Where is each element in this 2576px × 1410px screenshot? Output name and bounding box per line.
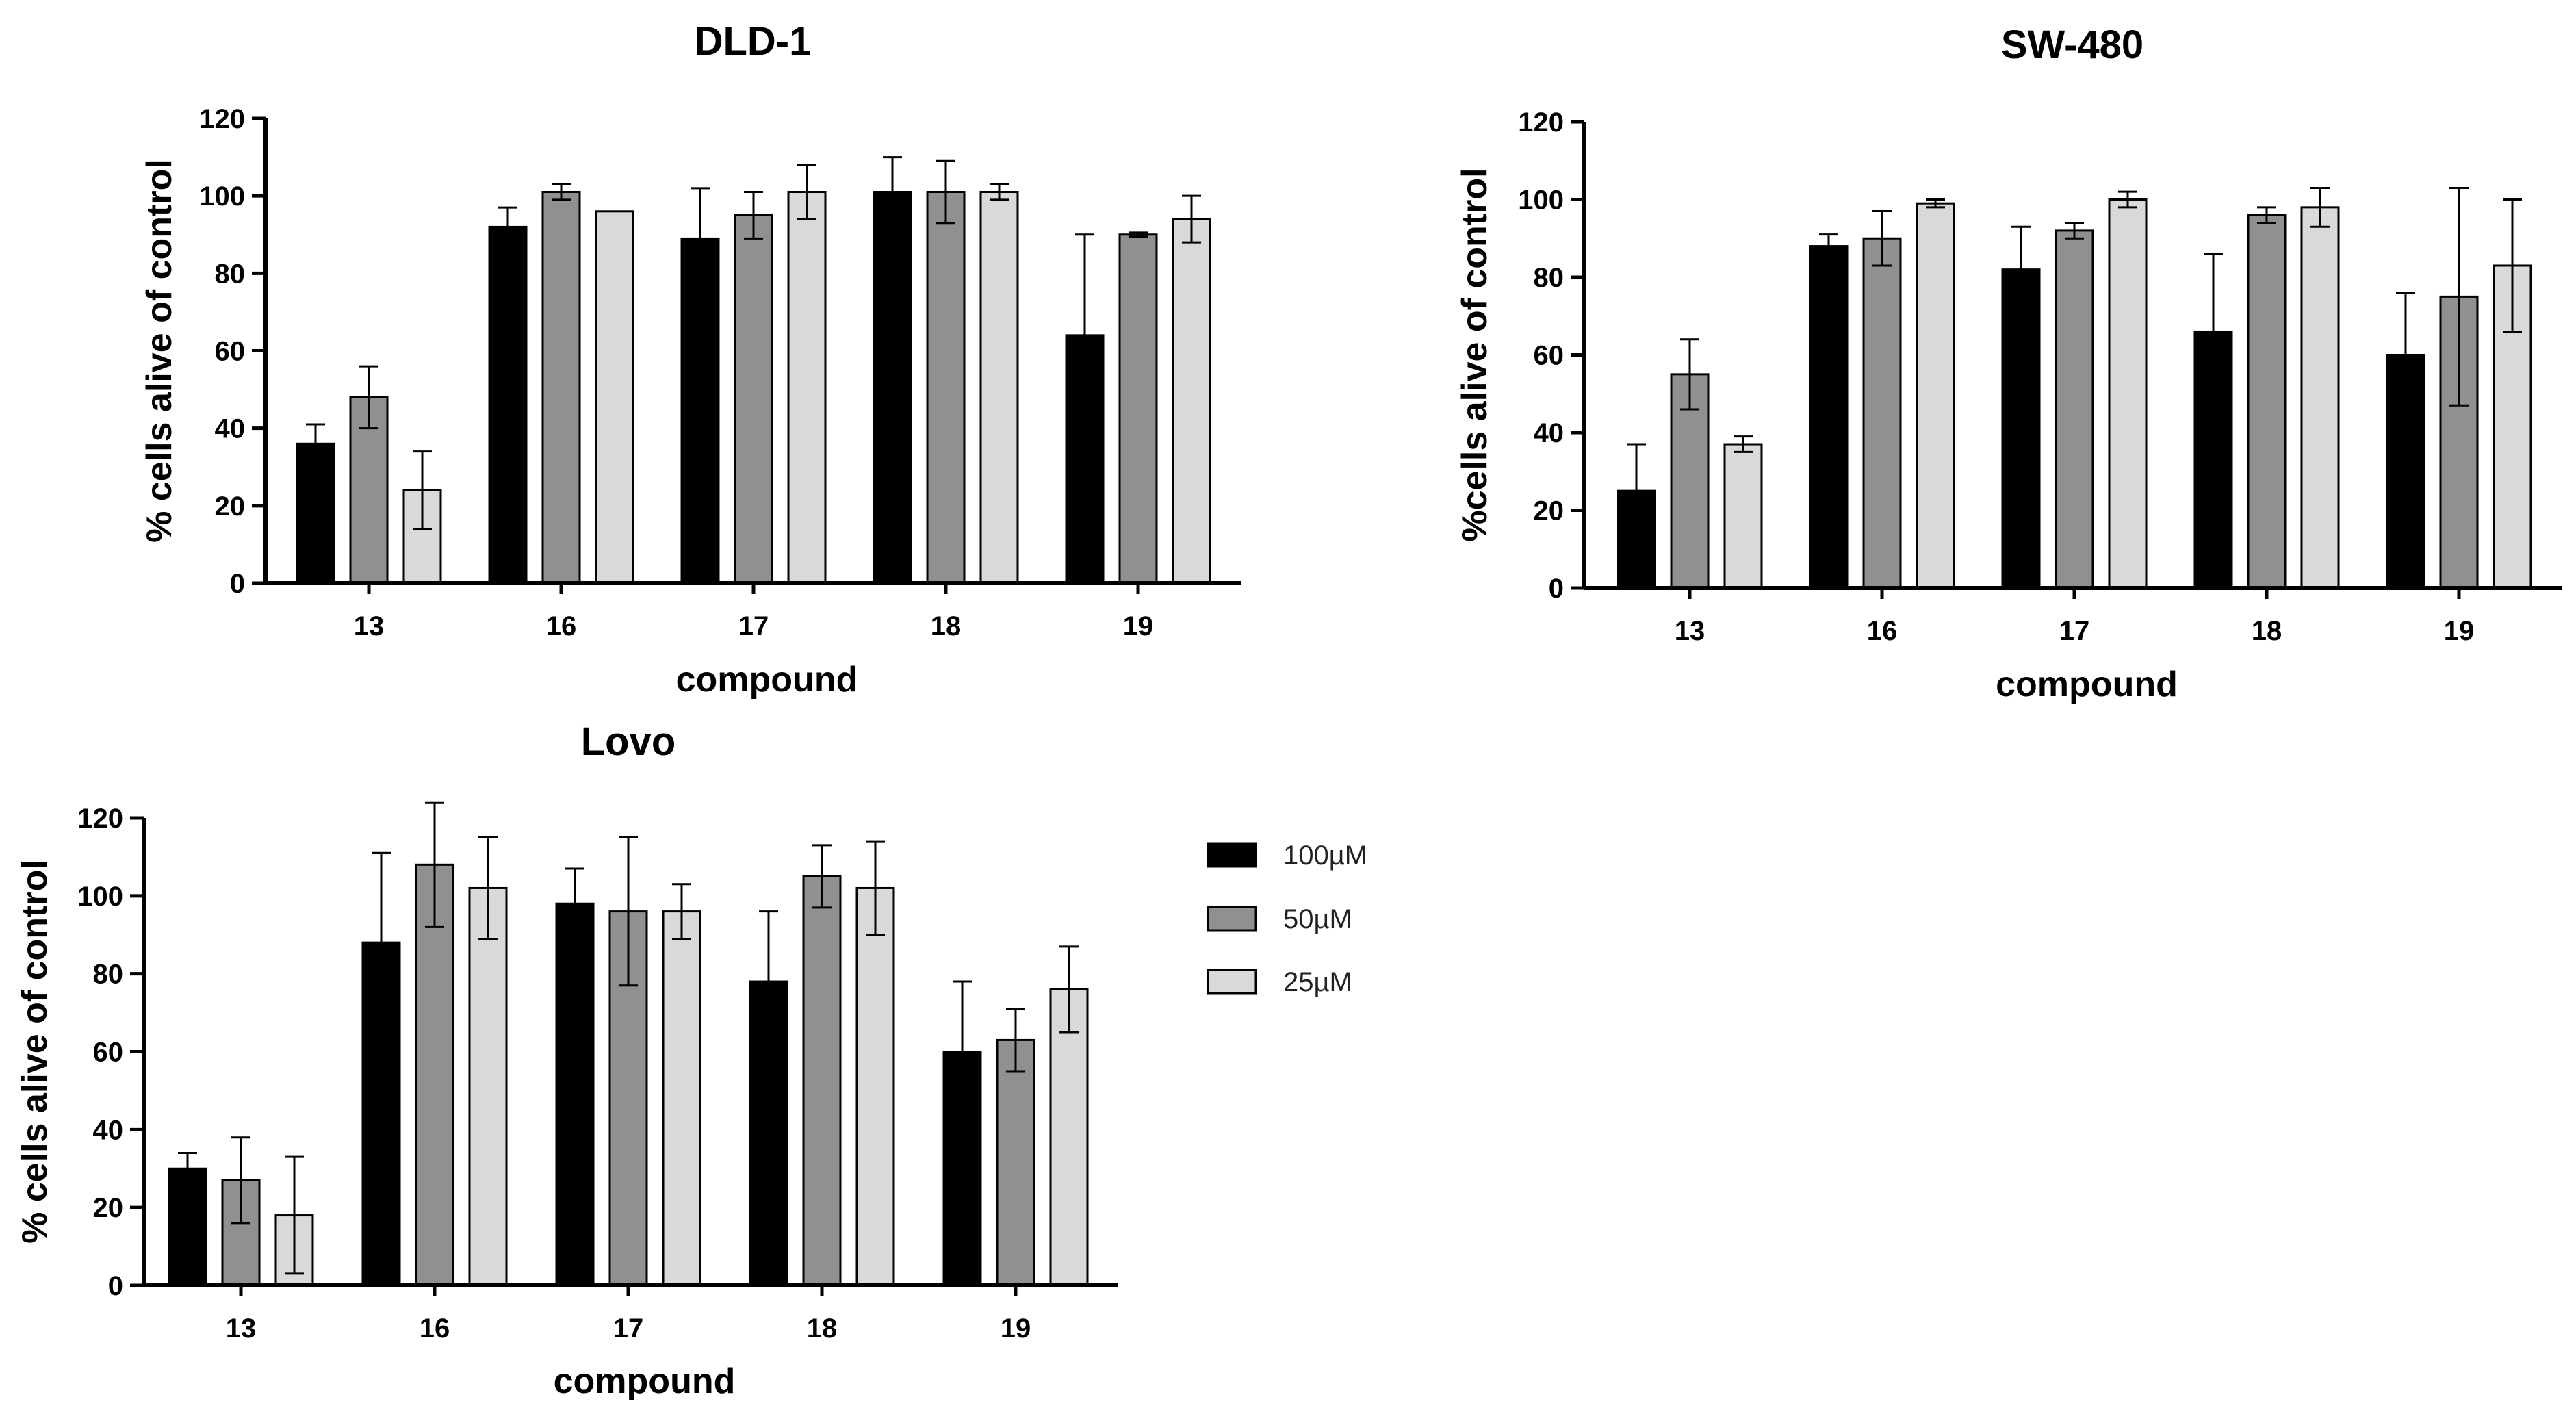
y-tick-label: 100 bbox=[199, 181, 245, 212]
y-tick-label: 40 bbox=[93, 1115, 124, 1145]
x-tick-label: 18 bbox=[931, 611, 962, 641]
y-tick-label: 20 bbox=[93, 1193, 124, 1223]
legend-label-50um: 50µM bbox=[1283, 904, 1352, 934]
legend-item-100um: 100µM bbox=[1207, 841, 1367, 871]
x-tick-label: 16 bbox=[420, 1313, 450, 1344]
x-tick-label: 18 bbox=[2252, 616, 2282, 646]
y-tick-label: 80 bbox=[1534, 263, 1564, 293]
y-tick-label: 0 bbox=[1549, 574, 1564, 604]
x-tick-label: 13 bbox=[354, 611, 385, 641]
bar bbox=[488, 225, 528, 585]
legend-swatch-50um bbox=[1207, 906, 1257, 932]
chart-title: Lovo bbox=[581, 719, 676, 764]
bar bbox=[468, 886, 508, 1287]
legend-item-50um: 50µM bbox=[1207, 904, 1352, 934]
bar bbox=[2001, 268, 2041, 589]
y-axis-label: % cells alive of control bbox=[140, 159, 179, 543]
bar bbox=[942, 1051, 982, 1287]
y-tick-label: 0 bbox=[230, 569, 245, 599]
bar bbox=[996, 1038, 1035, 1287]
y-tick-label: 60 bbox=[93, 1038, 124, 1068]
y-tick-label: 120 bbox=[199, 104, 245, 134]
bar bbox=[168, 1167, 207, 1287]
bar bbox=[595, 210, 634, 585]
x-tick-label: 16 bbox=[1867, 616, 1898, 646]
x-axis-label: compound bbox=[554, 1361, 736, 1401]
bar bbox=[541, 191, 581, 585]
x-tick-label: 13 bbox=[226, 1313, 257, 1344]
y-tick-label: 20 bbox=[215, 491, 246, 522]
x-tick-label: 16 bbox=[546, 611, 577, 641]
bar bbox=[2300, 206, 2340, 589]
x-tick-label: 19 bbox=[1123, 611, 1154, 641]
y-tick-label: 80 bbox=[215, 259, 246, 289]
bar bbox=[873, 191, 912, 585]
bar bbox=[787, 191, 827, 585]
bar bbox=[1723, 443, 1763, 589]
chart-title: SW-480 bbox=[2001, 23, 2143, 67]
chart-sw480: SW-480 %cells alive of control compound 13 1… bbox=[1455, 23, 2562, 704]
bar bbox=[734, 214, 773, 585]
x-tick-label: 19 bbox=[2444, 616, 2475, 646]
bar bbox=[855, 886, 895, 1287]
x-tick-label: 19 bbox=[1001, 1313, 1031, 1344]
legend-label-25um: 25µM bbox=[1283, 967, 1352, 997]
y-tick-label: 100 bbox=[77, 882, 123, 912]
bar bbox=[1862, 237, 1902, 589]
y-tick-label: 60 bbox=[215, 337, 246, 367]
bar bbox=[2247, 214, 2287, 589]
bar bbox=[2055, 229, 2094, 589]
chart-title: DLD-1 bbox=[695, 19, 812, 64]
y-tick-label: 80 bbox=[93, 960, 124, 990]
legend-label-100um: 100µM bbox=[1283, 841, 1367, 871]
y-tick-label: 40 bbox=[215, 414, 246, 444]
chart-lovo: Lovo % cells alive of control compound 13 16… bbox=[15, 719, 1118, 1401]
bar bbox=[926, 191, 966, 585]
legend: 100µM 50µM 25µM bbox=[1207, 841, 1367, 997]
bar bbox=[662, 910, 701, 1287]
y-tick-label: 20 bbox=[1534, 496, 1564, 526]
legend-swatch-25um bbox=[1207, 969, 1257, 995]
y-tick-label: 100 bbox=[1518, 185, 1564, 216]
y-tick-label: 120 bbox=[77, 804, 123, 834]
bar bbox=[802, 875, 842, 1287]
y-tick-label: 40 bbox=[1534, 418, 1564, 448]
x-tick-label: 18 bbox=[807, 1313, 838, 1344]
bar bbox=[2108, 198, 2148, 589]
chart-dld1: DLD-1 % cells alive of control compound 13 1… bbox=[140, 19, 1241, 700]
bar bbox=[979, 191, 1019, 585]
bar bbox=[296, 442, 335, 585]
x-tick-label: 13 bbox=[1675, 616, 1705, 646]
y-axis-label: %cells alive of control bbox=[1455, 168, 1495, 541]
bar bbox=[1049, 988, 1089, 1287]
legend-swatch-100um bbox=[1207, 842, 1257, 868]
bar bbox=[1916, 202, 1955, 589]
y-axis-label: % cells alive of control bbox=[15, 860, 55, 1244]
y-tick-label: 0 bbox=[108, 1271, 123, 1301]
legend-item-25um: 25µM bbox=[1207, 967, 1352, 997]
x-tick-label: 17 bbox=[613, 1313, 644, 1344]
x-tick-label: 17 bbox=[2059, 616, 2090, 646]
bar bbox=[555, 902, 595, 1287]
x-axis-label: compound bbox=[676, 660, 858, 700]
bar bbox=[1809, 245, 1849, 589]
bar bbox=[680, 237, 720, 585]
x-tick-label: 17 bbox=[738, 611, 769, 641]
bar bbox=[1172, 218, 1211, 585]
bar bbox=[1118, 233, 1158, 585]
x-axis-label: compound bbox=[1996, 665, 2178, 704]
y-tick-label: 60 bbox=[1534, 341, 1564, 371]
y-tick-label: 120 bbox=[1518, 107, 1564, 138]
